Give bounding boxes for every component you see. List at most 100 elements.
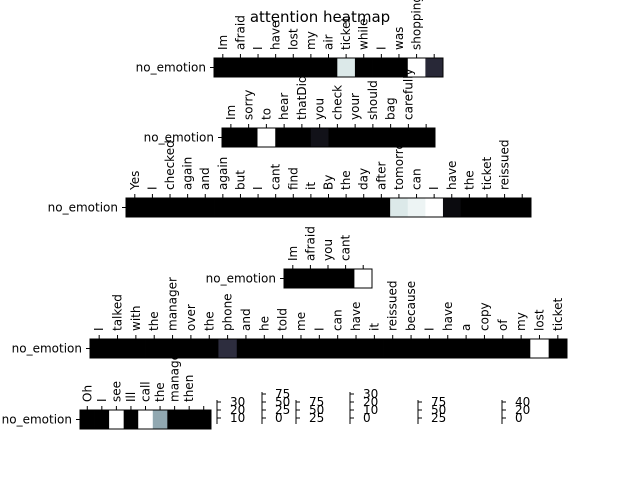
heatmap-cell (145, 339, 164, 358)
token-label: was (392, 27, 406, 50)
heatmap-cell (293, 128, 312, 147)
heatmap-cell (214, 198, 233, 217)
heatmap-cell (310, 128, 329, 147)
heatmap-cell (346, 339, 366, 358)
token-label: air (322, 34, 336, 50)
heatmap-cell (266, 198, 285, 217)
token-label: should (366, 80, 380, 120)
heatmap-cell (319, 269, 338, 288)
token-label: I (95, 398, 109, 402)
token-label: the (339, 170, 353, 190)
token-label: Im (286, 246, 300, 261)
token-label: to (259, 108, 273, 120)
chart-title: attention heatmap (250, 8, 390, 26)
heatmap-cell (354, 269, 373, 288)
token-label: reissued (386, 281, 400, 332)
colorbar-tick-label: 10 (230, 411, 245, 425)
heatmap-cell (548, 339, 568, 358)
token-label: phone (221, 293, 235, 331)
colorbar-tick-label: 50 (431, 403, 446, 417)
token-label: again (216, 157, 230, 190)
token-label: it (367, 323, 381, 331)
token-label: you (321, 239, 335, 261)
heatmap-cell (126, 339, 146, 358)
heatmap-cell (513, 198, 532, 217)
row-label: no_emotion (144, 131, 214, 145)
heatmap-cell (181, 410, 197, 429)
token-label: the (147, 311, 161, 331)
token-label: afraid (303, 226, 317, 261)
token-label: cant (269, 163, 283, 190)
token-label: ticket (339, 16, 353, 50)
token-label: I (92, 327, 106, 331)
heatmap-cell (442, 198, 461, 217)
row-label: no_emotion (12, 342, 82, 356)
token-label: he (257, 316, 271, 331)
heatmap-cell (319, 198, 338, 217)
heatmap-cell (284, 269, 302, 288)
token-label: ticket (480, 156, 494, 190)
colorbar-tick-label: 0 (275, 411, 283, 425)
token-label: day (357, 168, 371, 190)
heatmap-cell (495, 198, 514, 217)
heatmap-cell (354, 58, 373, 77)
colorbar-tick-label: 25 (275, 403, 290, 417)
token-label: bag (384, 97, 398, 120)
heatmap-cell (310, 339, 329, 358)
heatmap-cell (126, 198, 145, 217)
token-label: can (331, 309, 345, 331)
heatmap-row: no_emotion Im afraid you cant (206, 226, 373, 289)
heatmap-cell (231, 58, 250, 77)
heatmap-cell (319, 58, 338, 77)
heatmap-cell (167, 410, 183, 429)
heatmap-cell (456, 339, 476, 358)
token-label: tomorrow (392, 132, 406, 190)
colorbar-tick-label: 75 (431, 395, 446, 409)
token-label: find (286, 167, 300, 190)
token-label: carefully (401, 68, 415, 120)
colorbar-tick-label: 20 (515, 403, 530, 417)
row-label: no_emotion (48, 201, 118, 215)
token-label: Im (224, 105, 238, 120)
token-label: shopping (410, 0, 424, 50)
heatmap-cell (178, 198, 197, 217)
colorbar-tick-label: 20 (363, 395, 378, 409)
token-label: it (304, 182, 318, 190)
heatmap-cell (275, 128, 294, 147)
colorbar-tick-label: 25 (309, 411, 324, 425)
colorbar-tick-label: 10 (363, 403, 378, 417)
token-label: check (330, 85, 344, 120)
heatmap-cell (511, 339, 531, 358)
colorbar-tick-label: 40 (515, 395, 530, 409)
token-label: ticket (551, 297, 565, 331)
heatmap-cell (302, 198, 321, 217)
colorbar-tick-label: 30 (230, 395, 245, 409)
heatmap-cell (475, 339, 495, 358)
heatmap-cell (257, 128, 276, 147)
heatmap-cell (420, 339, 439, 358)
heatmap-cell (163, 339, 183, 358)
token-label: Im (216, 35, 230, 50)
heatmap-cell (239, 128, 258, 147)
heatmap-cell (181, 339, 201, 358)
heatmap-cell (94, 410, 110, 429)
token-label: sorry (242, 90, 256, 120)
token-label: me (294, 312, 308, 331)
heatmap-cell (381, 128, 400, 147)
heatmap-cell (401, 339, 421, 358)
token-label: and (239, 308, 253, 331)
heatmap-cell (214, 58, 233, 77)
heatmap-cell (255, 339, 274, 358)
heatmap-cell (291, 339, 311, 358)
heatmap-cell (337, 58, 356, 77)
heatmap-cell (80, 410, 95, 429)
heatmap-cell (365, 339, 384, 358)
row-label: no_emotion (206, 272, 276, 286)
token-label: I (422, 327, 436, 331)
heatmap-cell (425, 198, 444, 217)
